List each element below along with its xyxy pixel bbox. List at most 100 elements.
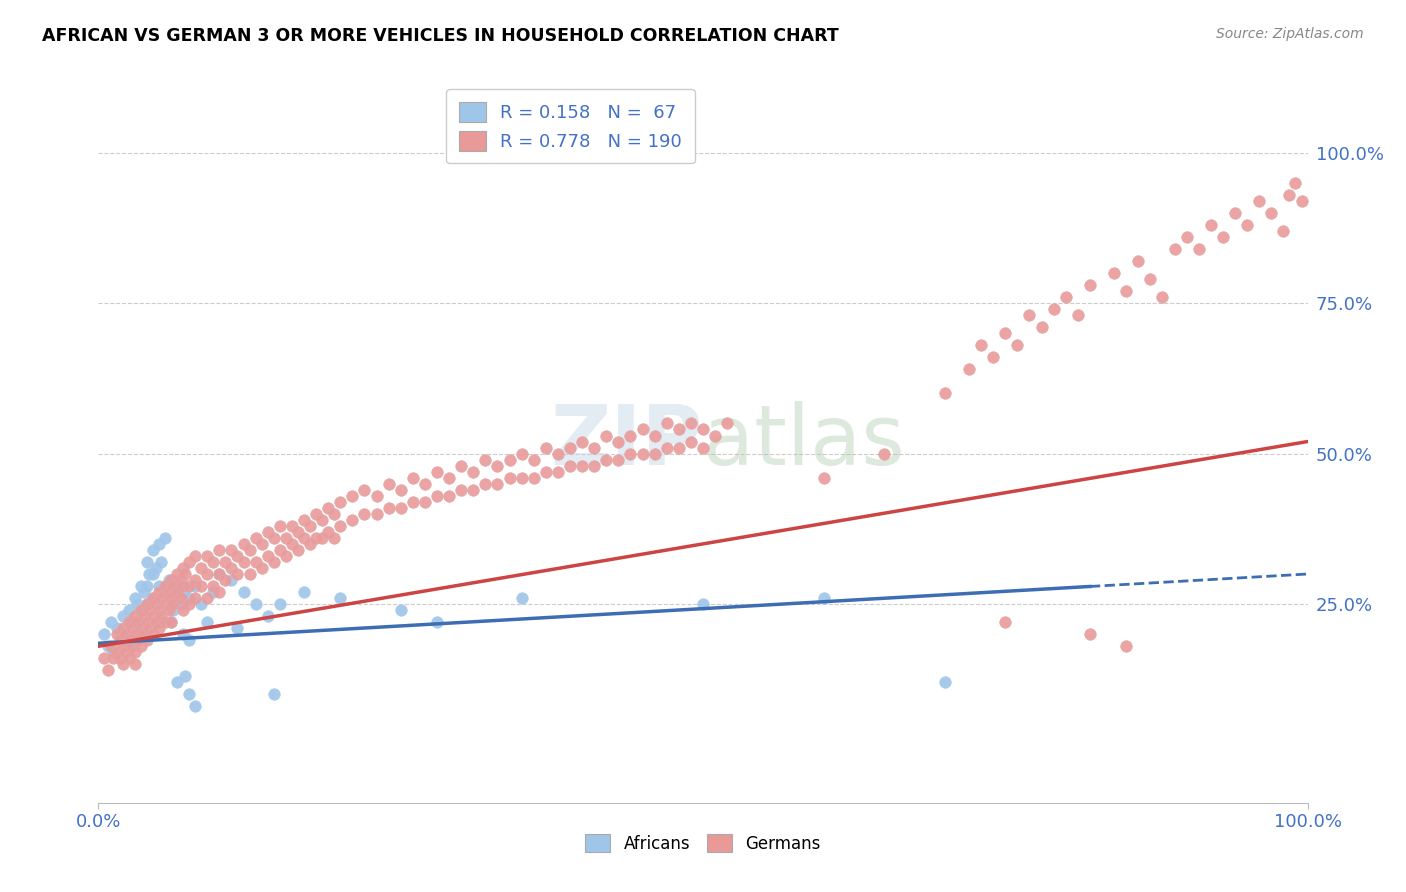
Point (523, 452, 546, 467)
Point (595, 428, 617, 442)
Point (437, 471, 460, 485)
Point (195, 567, 218, 582)
Point (463, 465, 485, 479)
Point (1284, 176, 1306, 190)
Point (263, 555, 285, 569)
Point (160, 585, 183, 599)
Point (105, 627, 128, 641)
Point (195, 615, 218, 630)
Point (402, 494, 425, 508)
Point (450, 483, 472, 497)
Point (142, 542, 165, 557)
Point (239, 542, 262, 557)
Point (166, 585, 188, 599)
Point (166, 675, 188, 690)
Point (169, 591, 191, 606)
Point (366, 489, 388, 503)
Point (256, 549, 278, 563)
Point (101, 651, 124, 665)
Point (558, 441, 581, 455)
Point (510, 446, 533, 460)
Point (135, 597, 157, 611)
Point (1249, 194, 1271, 208)
Point (142, 591, 165, 606)
Point (153, 615, 176, 630)
Point (323, 531, 346, 545)
Point (134, 627, 156, 641)
Point (250, 537, 273, 551)
Point (166, 567, 188, 582)
Point (426, 465, 449, 479)
Point (135, 633, 157, 648)
Point (174, 669, 197, 683)
Point (970, 338, 993, 352)
Point (111, 639, 134, 653)
Point (510, 471, 533, 485)
Point (274, 549, 297, 563)
Point (981, 350, 1004, 364)
Point (108, 651, 131, 665)
Point (142, 627, 165, 641)
Point (179, 591, 201, 606)
Point (245, 597, 267, 611)
Point (1007, 338, 1029, 352)
Point (160, 615, 183, 630)
Point (486, 476, 509, 491)
Point (111, 609, 134, 624)
Point (124, 609, 146, 624)
Point (299, 519, 322, 533)
Point (1139, 272, 1161, 286)
Point (463, 483, 485, 497)
Point (135, 615, 157, 630)
Point (190, 579, 212, 593)
Point (232, 585, 254, 599)
Point (129, 627, 152, 641)
Point (281, 519, 304, 533)
Point (129, 579, 152, 593)
Point (1223, 205, 1246, 219)
Point (1260, 205, 1282, 219)
Point (1236, 218, 1258, 232)
Point (292, 531, 315, 545)
Point (316, 500, 339, 515)
Point (166, 579, 188, 593)
Point (263, 687, 285, 701)
Point (329, 494, 352, 508)
Point (389, 483, 412, 497)
Point (595, 452, 617, 467)
Point (195, 591, 218, 606)
Point (150, 609, 173, 624)
Point (179, 597, 201, 611)
Point (655, 417, 678, 431)
Point (232, 555, 254, 569)
Legend: Africans, Germans: Africans, Germans (579, 828, 827, 860)
Point (1102, 266, 1125, 280)
Point (523, 471, 546, 485)
Point (583, 441, 606, 455)
Point (571, 434, 593, 449)
Point (510, 591, 533, 606)
Point (232, 537, 254, 551)
Point (184, 699, 207, 714)
Point (93, 651, 115, 665)
Point (105, 621, 128, 635)
Point (1067, 308, 1090, 322)
Point (311, 531, 333, 545)
Point (323, 507, 346, 521)
Point (150, 555, 173, 569)
Point (329, 591, 352, 606)
Point (121, 639, 143, 653)
Point (281, 537, 304, 551)
Point (413, 494, 436, 508)
Point (129, 603, 152, 617)
Point (226, 567, 249, 582)
Point (148, 537, 170, 551)
Point (190, 561, 212, 575)
Point (124, 627, 146, 641)
Point (1115, 639, 1137, 653)
Point (184, 591, 207, 606)
Point (311, 513, 333, 527)
Point (353, 483, 375, 497)
Point (287, 542, 309, 557)
Point (172, 579, 194, 593)
